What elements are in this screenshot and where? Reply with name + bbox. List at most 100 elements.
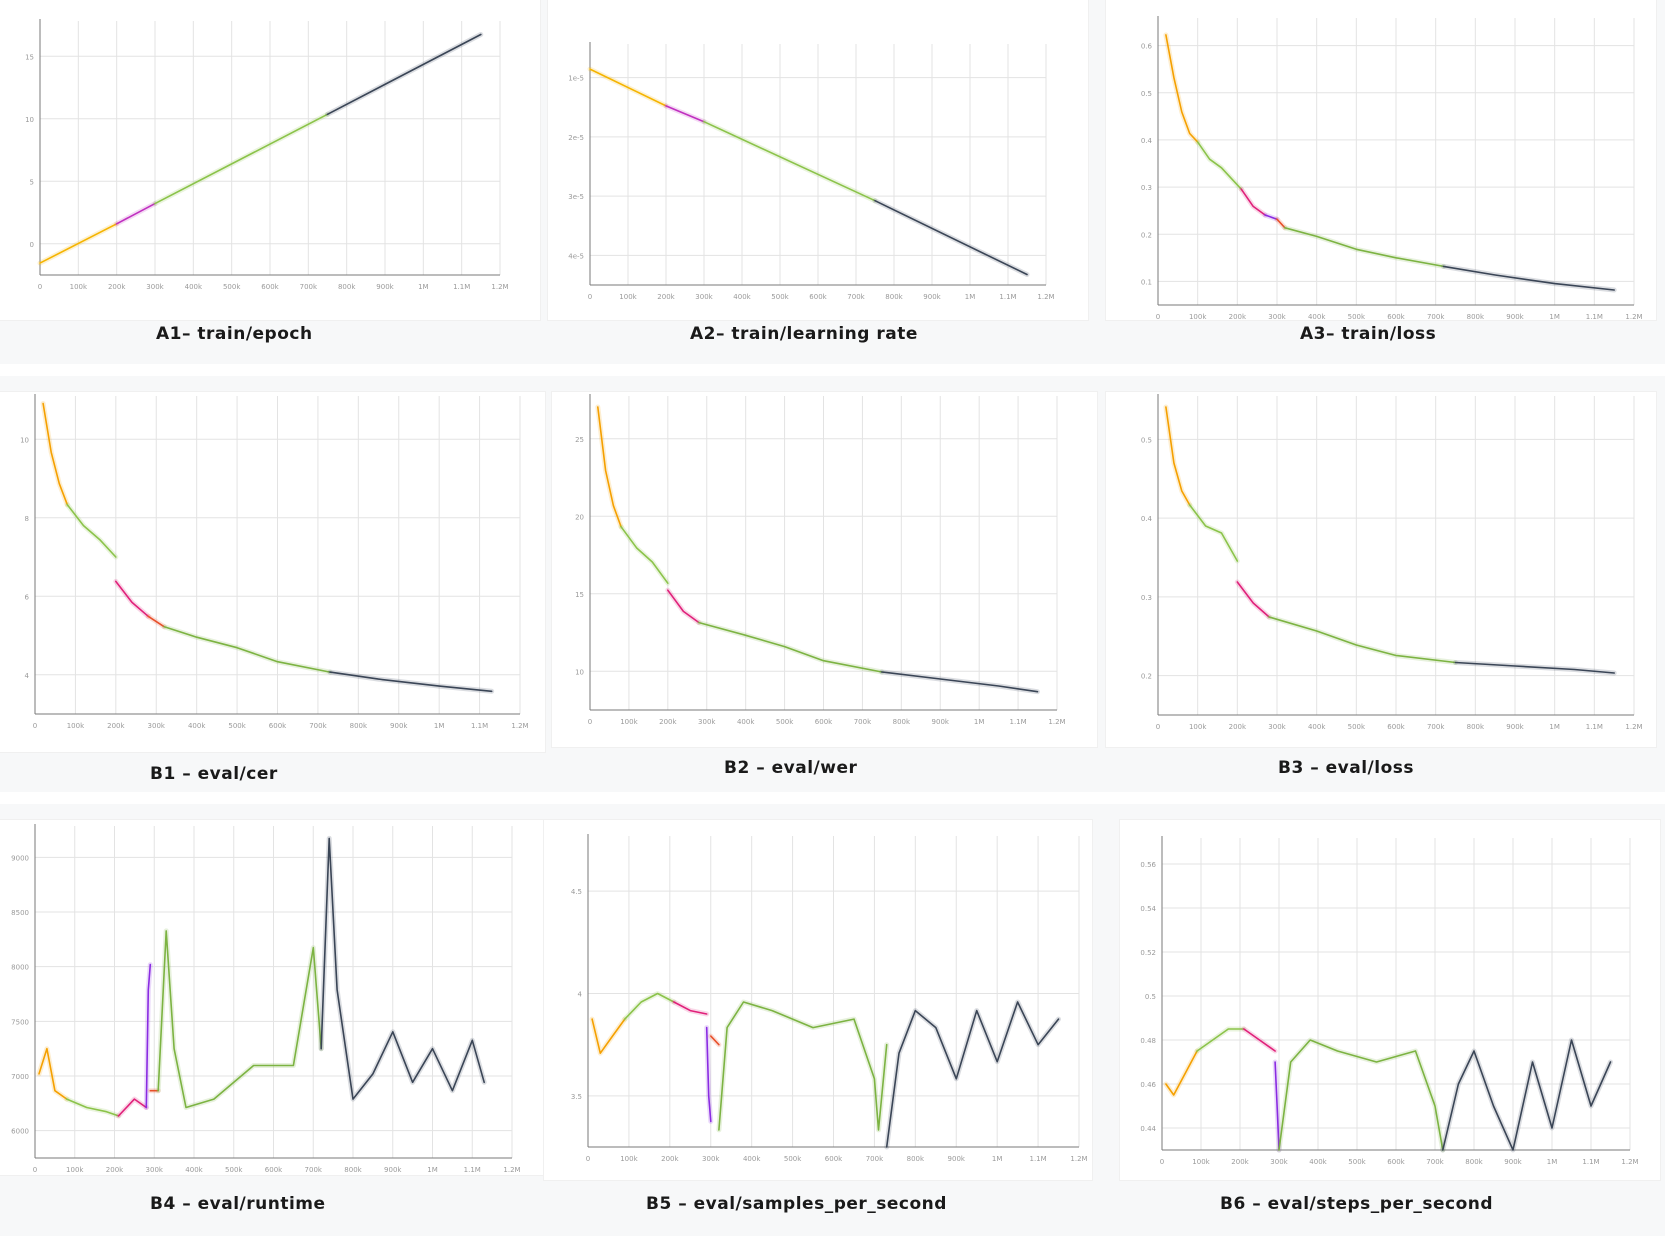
series-band-run-yellow bbox=[1163, 1048, 1200, 1098]
x-tick-label: 400k bbox=[733, 293, 751, 301]
series-line-run-green-2 bbox=[157, 930, 323, 1109]
x-tick-label: 1.1M bbox=[453, 283, 470, 291]
series-line-run-dark bbox=[320, 837, 486, 1100]
chart-svg-b6: 0 100k 200k 300k 400k 500k 600k 700k 800k 900k 1M 1… bbox=[1140, 836, 1639, 1166]
y-tick-label: 0.5 bbox=[1145, 993, 1156, 1001]
y-tick-label: 0.3 bbox=[1141, 184, 1152, 192]
x-tick-label: 600k bbox=[1387, 313, 1405, 320]
x-tick-label: 800k bbox=[893, 718, 911, 726]
chart-caption-b3: B3 – eval/loss bbox=[1278, 758, 1414, 778]
series-band-run-yellow bbox=[1163, 32, 1201, 145]
x-tick-label: 300k bbox=[702, 1155, 720, 1163]
series-band-run-magenta bbox=[665, 587, 702, 626]
x-tick-label: 800k bbox=[1467, 313, 1485, 320]
x-tick-label: 100k bbox=[620, 718, 638, 726]
x-tick-label: 300k bbox=[698, 718, 716, 726]
y-tick-label: 0.46 bbox=[1140, 1081, 1156, 1089]
y-tick-label: 25 bbox=[575, 436, 584, 444]
x-tick-label: 0 bbox=[588, 293, 592, 301]
x-tick-label: 0 bbox=[33, 1166, 37, 1174]
x-tick-label: 0 bbox=[586, 1155, 590, 1163]
y-tick-label: 3.5 bbox=[571, 1093, 582, 1101]
x-tick-label: 700k bbox=[305, 1166, 323, 1174]
x-tick-label: 900k bbox=[1506, 723, 1524, 731]
chart-caption-a1: A1– train/epoch bbox=[156, 324, 313, 344]
series-line-run-green-2 bbox=[698, 621, 883, 673]
chart-caption-b4: B4 – eval/runtime bbox=[150, 1194, 326, 1214]
series-line-run-green bbox=[624, 992, 675, 1020]
x-tick-label: 0 bbox=[1156, 313, 1160, 320]
x-tick-label: 600k bbox=[825, 1155, 843, 1163]
x-tick-label: 1M bbox=[434, 722, 445, 730]
y-tick-label: 0.56 bbox=[1140, 861, 1156, 869]
x-tick-label: 1.2M bbox=[1070, 1155, 1087, 1163]
series-line-run-yellow bbox=[1165, 406, 1191, 506]
series-line-run-yellow bbox=[39, 223, 118, 264]
x-tick-label: 300k bbox=[146, 1166, 164, 1174]
series-line-run-green bbox=[154, 113, 329, 205]
y-tick-label: 0.44 bbox=[1140, 1125, 1156, 1133]
x-tick-label: 200k bbox=[106, 1166, 124, 1174]
x-tick-label: 400k bbox=[1309, 1158, 1327, 1166]
y-tick-label: 5 bbox=[30, 178, 34, 186]
y-tick-label: 10 bbox=[20, 436, 29, 444]
x-tick-label: 1.1M bbox=[1586, 313, 1603, 320]
x-tick-label: 400k bbox=[185, 283, 203, 291]
series-line-run-purple bbox=[705, 1026, 712, 1123]
y-tick-label: 4 bbox=[578, 991, 583, 999]
chart-panel-b6: 0 100k 200k 300k 400k 500k 600k 700k 800k 900k 1M 1… bbox=[1120, 820, 1660, 1180]
x-tick-label: 300k bbox=[148, 722, 166, 730]
x-tick-label: 1.1M bbox=[999, 293, 1016, 301]
x-tick-label: 1.1M bbox=[1009, 718, 1026, 726]
y-tick-label: 0.4 bbox=[1141, 137, 1153, 145]
y-tick-label: 9000 bbox=[11, 854, 29, 862]
x-tick-label: 1.2M bbox=[1037, 293, 1054, 301]
series-line-run-magenta bbox=[667, 589, 700, 624]
y-tick-label: 6 bbox=[25, 593, 30, 601]
x-tick-label: 100k bbox=[1189, 313, 1207, 320]
x-tick-label: 1.2M bbox=[1048, 718, 1065, 726]
y-tick-label: 4.5 bbox=[571, 888, 582, 896]
y-tick-label: 0.2 bbox=[1141, 231, 1152, 239]
series-band-run-green-2 bbox=[161, 624, 333, 675]
series-band-run-green-2 bbox=[1266, 614, 1458, 665]
x-tick-label: 100k bbox=[619, 293, 637, 301]
chart-caption-a2: A2– train/learning rate bbox=[690, 324, 918, 344]
y-tick-label: 6000 bbox=[11, 1128, 29, 1136]
series-line-run-yellow bbox=[42, 402, 69, 506]
chart-panel-a2: 0 100k 200k 300k 400k 500k 600k 700k 800k 900k 1M 1… bbox=[548, 0, 1088, 320]
x-tick-label: 500k bbox=[225, 1166, 243, 1174]
x-tick-label: 900k bbox=[390, 722, 408, 730]
y-tick-label: 8500 bbox=[11, 909, 29, 917]
y-tick-label: 15 bbox=[25, 53, 34, 61]
y-tick-label: 0.3 bbox=[1141, 594, 1152, 602]
y-tick-label: 20 bbox=[575, 513, 584, 521]
y-tick-label: 10 bbox=[575, 668, 584, 676]
series-line-run-yellow bbox=[1165, 1050, 1198, 1096]
x-tick-label: 500k bbox=[228, 722, 246, 730]
x-tick-label: 1.2M bbox=[1621, 1158, 1638, 1166]
x-tick-label: 600k bbox=[809, 293, 827, 301]
series-line-run-magenta bbox=[1236, 581, 1270, 618]
series-line-run-orange bbox=[710, 1035, 720, 1046]
series-line-run-green bbox=[620, 526, 669, 584]
x-tick-label: 700k bbox=[1427, 723, 1445, 731]
x-tick-label: 200k bbox=[657, 293, 675, 301]
x-tick-label: 1.1M bbox=[1582, 1158, 1599, 1166]
x-tick-label: 900k bbox=[932, 718, 950, 726]
x-tick-label: 300k bbox=[695, 293, 713, 301]
series-line-run-green bbox=[1188, 504, 1239, 562]
chart-svg-a3: 0 100k 200k 300k 400k 500k 600k 700k 800k 900k 1M 1… bbox=[1141, 16, 1643, 320]
y-tick-label: 0.2 bbox=[1141, 673, 1152, 681]
y-tick-label: 1e-5 bbox=[568, 75, 584, 83]
x-tick-label: 600k bbox=[261, 283, 279, 291]
x-tick-label: 800k bbox=[885, 293, 903, 301]
x-tick-label: 200k bbox=[108, 283, 126, 291]
x-tick-label: 0 bbox=[1160, 1158, 1164, 1166]
series-band-run-green-2 bbox=[155, 928, 324, 1110]
chart-panel-a1: 0 100k 200k 300k 400k 500k 600k 700k 800k 900k 1M 1… bbox=[0, 0, 540, 320]
x-tick-label: 1M bbox=[1549, 723, 1560, 731]
x-tick-label: 1M bbox=[965, 293, 976, 301]
x-tick-label: 1.2M bbox=[511, 722, 528, 730]
chart-svg-a2: 0 100k 200k 300k 400k 500k 600k 700k 800k 900k 1M 1… bbox=[568, 42, 1055, 301]
